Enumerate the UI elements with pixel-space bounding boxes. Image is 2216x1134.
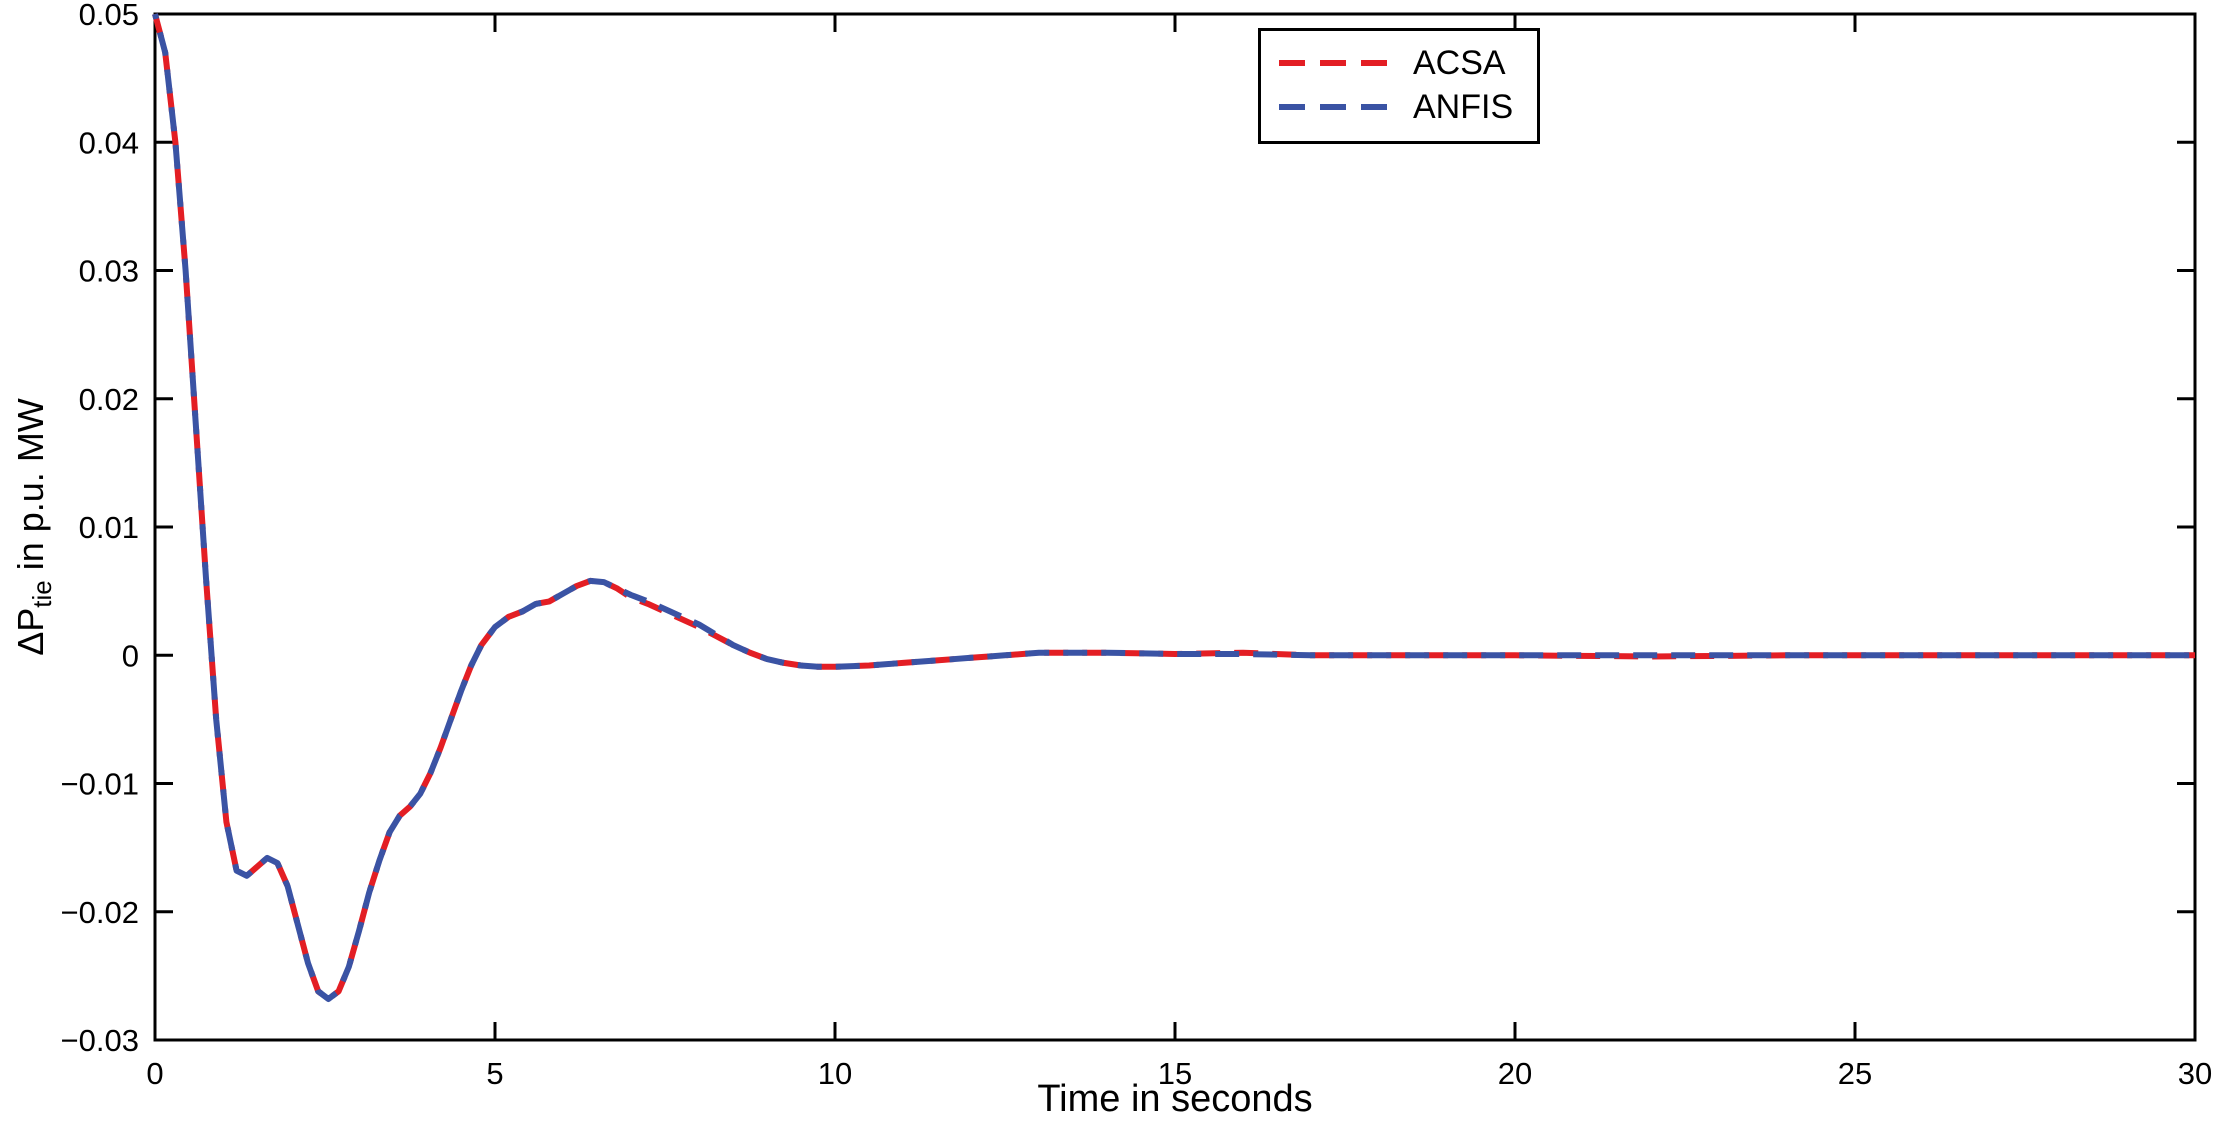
legend: ACSA ANFIS xyxy=(1258,28,1540,144)
legend-label-acsa: ACSA xyxy=(1413,43,1506,82)
axes-frame xyxy=(153,12,2197,1042)
x-tick-label: 25 xyxy=(1838,1056,1872,1091)
x-tick-label: 10 xyxy=(818,1056,852,1091)
y-tick-label: 0.03 xyxy=(79,254,139,289)
legend-entry-acsa: ACSA xyxy=(1279,41,1519,85)
x-tick-label: 30 xyxy=(2178,1056,2212,1091)
legend-line-sample-acsa xyxy=(1279,60,1397,66)
y-tick-label: −0.02 xyxy=(61,895,139,930)
y-tick-label: 0 xyxy=(122,638,139,673)
x-tick-label: 20 xyxy=(1498,1056,1532,1091)
y-axis-label-rest: in p.u. MW xyxy=(9,398,51,581)
series-anfis-line xyxy=(152,13,2195,1002)
y-tick-label: 0.01 xyxy=(79,510,139,545)
series-acsa-line xyxy=(152,13,2195,1002)
y-axis-label: ΔPtie in p.u. MW xyxy=(10,398,58,656)
y-tick-label: 0.02 xyxy=(79,382,139,417)
y-axis-label-sub: tie xyxy=(27,580,58,608)
y-tick-label: −0.03 xyxy=(61,1023,139,1058)
x-tick-label: 15 xyxy=(1158,1056,1192,1091)
x-tick-label: 0 xyxy=(146,1056,163,1091)
y-axis-label-main: ΔP xyxy=(9,607,51,656)
legend-entry-anfis: ANFIS xyxy=(1279,85,1519,129)
y-tick-label: 0.04 xyxy=(79,125,139,160)
legend-line-sample-anfis xyxy=(1279,104,1397,110)
x-axis-label: Time in seconds xyxy=(1037,1078,1313,1120)
y-tick-label: 0.05 xyxy=(79,0,139,32)
y-tick-label: −0.01 xyxy=(61,767,139,802)
legend-label-anfis: ANFIS xyxy=(1413,87,1514,126)
x-tick-label: 5 xyxy=(486,1056,503,1091)
